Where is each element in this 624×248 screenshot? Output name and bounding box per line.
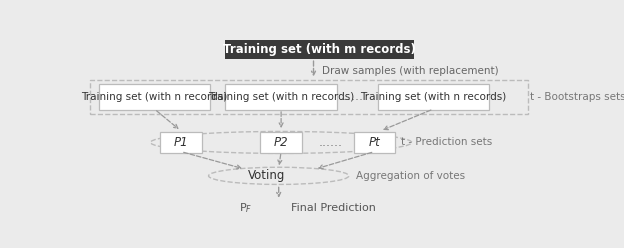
FancyBboxPatch shape — [260, 131, 302, 153]
Text: P1: P1 — [173, 136, 188, 149]
Text: Training set (with n records): Training set (with n records) — [81, 92, 228, 102]
Text: Training set (with n records): Training set (with n records) — [208, 92, 354, 102]
Text: Training set (with n records): Training set (with n records) — [360, 92, 507, 102]
Text: P$_F$: P$_F$ — [239, 201, 252, 215]
Text: P2: P2 — [274, 136, 288, 149]
Text: Final Prediction: Final Prediction — [291, 203, 376, 213]
FancyBboxPatch shape — [99, 84, 210, 110]
FancyBboxPatch shape — [225, 84, 337, 110]
Text: Voting: Voting — [248, 169, 285, 182]
Text: ......: ...... — [339, 91, 363, 103]
Text: Draw samples (with replacement): Draw samples (with replacement) — [322, 66, 499, 76]
FancyBboxPatch shape — [354, 131, 395, 153]
Text: Aggregation of votes: Aggregation of votes — [356, 171, 466, 181]
Text: Pt: Pt — [369, 136, 380, 149]
Text: t - Bootstraps sets: t - Bootstraps sets — [530, 92, 624, 102]
FancyBboxPatch shape — [160, 131, 202, 153]
FancyBboxPatch shape — [378, 84, 489, 110]
Text: ......: ...... — [319, 136, 343, 149]
Text: t - Prediction sets: t - Prediction sets — [401, 137, 492, 147]
Text: Training set (with m records): Training set (with m records) — [223, 43, 416, 56]
FancyBboxPatch shape — [225, 40, 414, 59]
